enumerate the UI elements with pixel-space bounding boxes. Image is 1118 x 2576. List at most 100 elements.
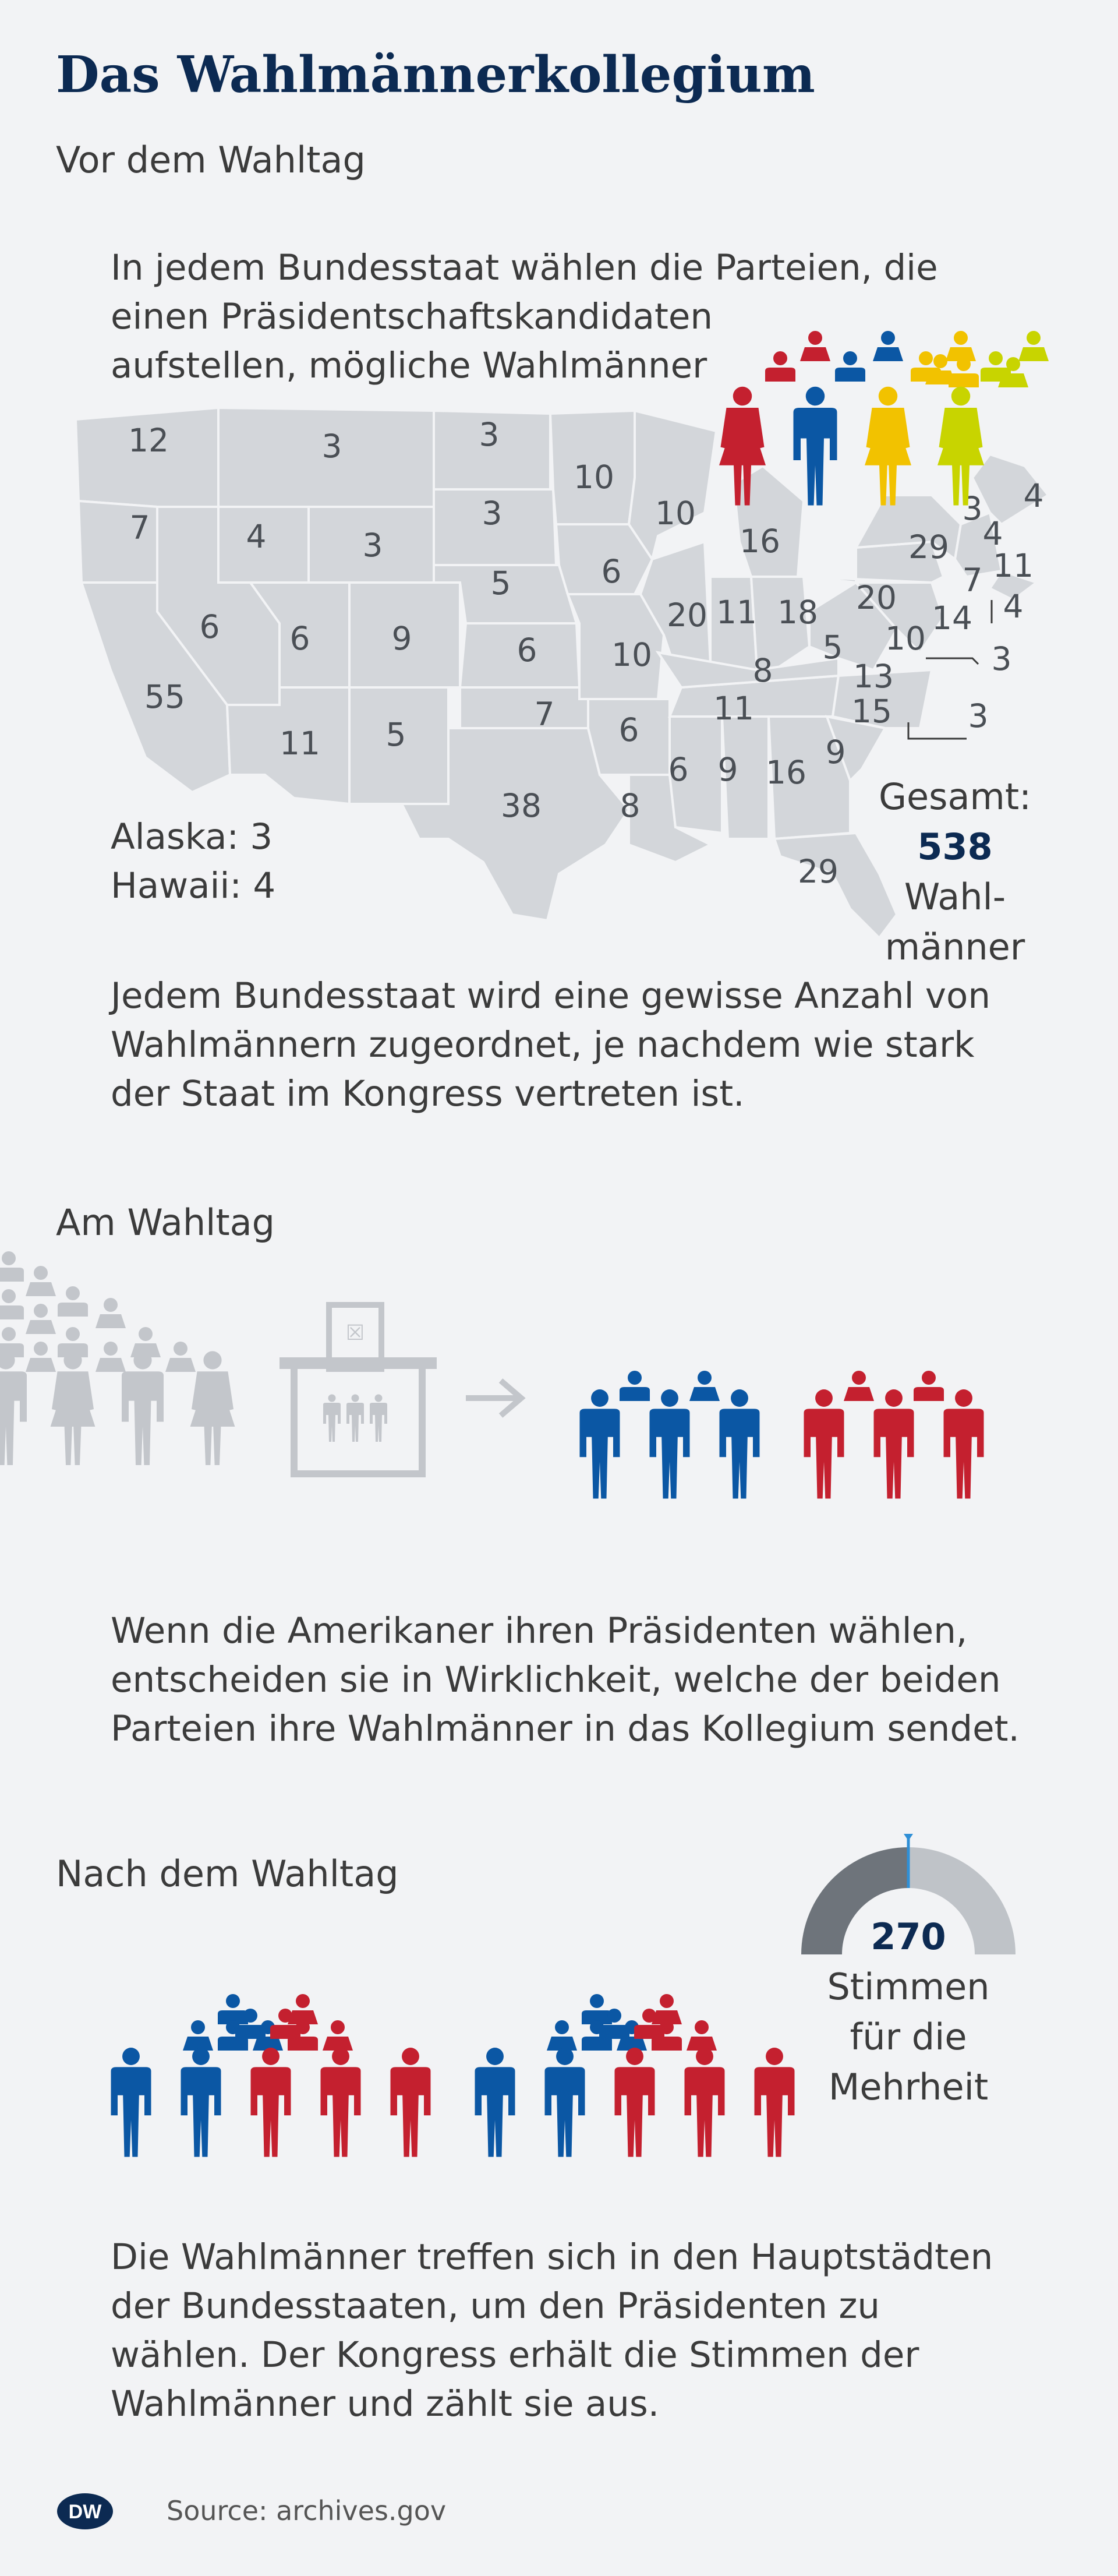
electoral-votes-label: 5	[491, 564, 511, 602]
electoral-votes-label: 11	[713, 690, 754, 727]
para-line: Parteien ihre Wahlmänner in das Kollegiu…	[111, 1708, 1020, 1749]
gauge-right-half	[908, 1847, 1016, 1954]
election-day-illustration: ☒	[0, 1251, 984, 1499]
college-elector-bust	[288, 1994, 318, 2024]
electoral-votes-label: 3	[992, 640, 1012, 677]
electoral-votes-label: 38	[501, 787, 542, 824]
arrow-right-icon	[466, 1378, 526, 1418]
state-shape	[971, 453, 1050, 526]
college-elector-bust	[687, 2020, 717, 2051]
college-elector-bust	[218, 2020, 248, 2051]
majority-text: Stimmen	[827, 1965, 990, 2008]
electoral-votes-label: 16	[740, 523, 780, 560]
electoral-votes-label: 6	[668, 751, 689, 788]
voter-icon	[122, 1351, 164, 1465]
electoral-votes-label: 4	[246, 518, 267, 555]
para-line: der Bundesstaaten, um den Präsidenten zu	[111, 2285, 880, 2327]
party-elector-blue	[793, 386, 837, 506]
majority-value: 270	[871, 1915, 946, 1958]
electoral-votes-label: 11	[280, 725, 320, 762]
electoral-votes-label: 9	[826, 733, 846, 771]
intro-line: aufstellen, mögliche Wahlmänner	[111, 345, 707, 386]
para-line: wählen. Der Kongress erhält die Stimmen …	[111, 2334, 919, 2376]
para-line: der Staat im Kongress vertreten ist.	[111, 1073, 745, 1114]
electoral-votes-label: 20	[667, 597, 707, 634]
voter-bust	[58, 1327, 88, 1357]
para-line: Wenn die Amerikaner ihren Präsidenten wä…	[111, 1610, 968, 1652]
college-elector	[614, 2048, 655, 2157]
voter-bust	[165, 1342, 196, 1372]
college-elector-bust	[652, 1994, 682, 2024]
electoral-votes-label: 10	[611, 636, 652, 673]
state-shape	[953, 511, 1003, 578]
section-heading-before: Vor dem Wahltag	[56, 139, 366, 181]
section-heading-after: Nach dem Wahltag	[56, 1852, 399, 1895]
party-elector-bust	[946, 331, 976, 361]
elector-blue	[719, 1389, 760, 1499]
source-note: Source: archives.gov	[167, 2495, 447, 2526]
state-shape	[732, 464, 805, 578]
state-shape	[831, 668, 933, 729]
electoral-votes-label: 4	[1003, 588, 1024, 625]
electoral-votes-label: 10	[574, 458, 614, 496]
voter-bust	[0, 1289, 24, 1319]
party-elector-lime	[937, 386, 984, 506]
voter-bust	[26, 1266, 56, 1296]
electoral-votes-label: 9	[392, 620, 412, 657]
intro-paragraph: In jedem Bundesstaat wählen die Parteien…	[111, 244, 1019, 390]
college-elector-bust	[582, 1994, 612, 2024]
ballot-box-person	[323, 1394, 341, 1442]
leader-line	[926, 657, 979, 665]
party-elector-bust	[800, 331, 830, 361]
college-elector	[684, 2048, 725, 2157]
electoral-votes-label: 3	[363, 527, 383, 564]
party-elector-bust	[835, 351, 865, 382]
college-elector	[390, 2048, 431, 2157]
electoral-votes-label: 11	[716, 594, 757, 631]
college-elector	[754, 2048, 795, 2157]
state-shape	[988, 569, 1039, 602]
voter-bust	[95, 1342, 126, 1372]
voter-icon	[50, 1351, 95, 1465]
elector-blue	[579, 1389, 620, 1499]
state-shape	[627, 409, 718, 562]
electoral-votes-label: 7	[535, 696, 555, 733]
ballot-box-icon: ☒	[280, 1302, 437, 1477]
party-electors-group	[719, 331, 1049, 506]
electoral-votes-label: 10	[885, 620, 926, 657]
college-elector	[181, 2048, 221, 2157]
electoral-votes-label: 8	[753, 652, 773, 689]
electoral-votes-label: 3	[479, 416, 500, 453]
majority-text: Mehrheit	[828, 2066, 989, 2108]
intro-line: In jedem Bundesstaat wählen die Parteien…	[111, 247, 938, 288]
gauge-marker-tip	[904, 1834, 913, 1841]
electoral-votes-label: 13	[853, 658, 894, 695]
para-line: entscheiden sie in Wirklichkeit, welche …	[111, 1659, 1001, 1700]
electoral-votes-label: 55	[144, 678, 185, 715]
allocation-paragraph: Jedem Bundesstaat wird eine gewisse Anza…	[111, 972, 1019, 1118]
dw-logo-text: DW	[69, 2501, 102, 2523]
elector-bust-blue	[689, 1371, 720, 1401]
electoral-votes-label: 29	[908, 528, 949, 566]
dw-logo: DW	[56, 2492, 114, 2531]
party-elector-bust	[925, 354, 956, 384]
electoral-votes-label: 12	[128, 422, 169, 459]
majority-text: für die	[850, 2016, 967, 2058]
party-elector-red	[719, 386, 766, 506]
total-label: Gesamt:	[878, 775, 1032, 818]
electoral-votes-label: 7	[130, 509, 150, 546]
electoral-votes-label: 5	[386, 716, 406, 753]
voter-icon	[190, 1351, 235, 1465]
party-elector-bust	[949, 357, 979, 387]
electoral-votes-label: 6	[517, 631, 537, 669]
electoral-votes-label: 6	[602, 553, 622, 590]
state-shape	[655, 651, 840, 689]
electoral-votes-label: 15	[851, 693, 892, 730]
after-day-paragraph: Die Wahlmänner treffen sich in den Haupt…	[111, 2233, 1019, 2429]
section-heading-election-day: Am Wahltag	[56, 1201, 275, 1244]
electoral-votes-label: 3	[968, 697, 989, 735]
electoral-votes-label: 10	[655, 495, 696, 532]
voter-bust	[26, 1342, 56, 1372]
elector-bust-red	[844, 1371, 874, 1401]
